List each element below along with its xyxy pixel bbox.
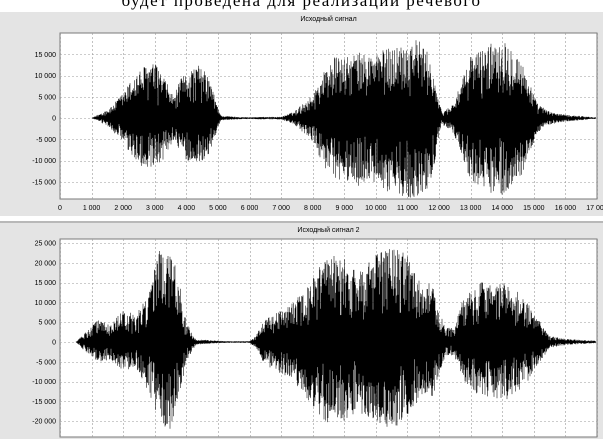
x-tick-label: 6 000 bbox=[241, 205, 259, 212]
x-tick-label: 12 000 bbox=[428, 205, 450, 212]
waveform-series bbox=[91, 40, 596, 198]
x-tick-label: 9 000 bbox=[336, 205, 354, 212]
y-tick-label: 25 000 bbox=[35, 240, 57, 247]
chart-title: Исходный сигнал bbox=[300, 15, 356, 23]
x-tick-label: 7 000 bbox=[272, 205, 290, 212]
x-tick-label: 4 000 bbox=[178, 205, 196, 212]
waveform-chart-2: Исходный сигнал 2 25 000 20 000 15 000 10 00… bbox=[32, 226, 598, 438]
y-tick-label: -20 000 bbox=[32, 419, 56, 426]
y-tick-label: 15 000 bbox=[35, 52, 57, 59]
x-tick-label: 2 000 bbox=[114, 205, 132, 212]
header-text: будет проведена для реализации речевого bbox=[121, 0, 482, 10]
y-tick-label: 5 000 bbox=[38, 320, 56, 327]
y-tick-label: -5 000 bbox=[36, 137, 56, 144]
chart-title: Исходный сигнал 2 bbox=[297, 226, 359, 234]
y-tick-label: -15 000 bbox=[32, 399, 56, 406]
x-tick-label: 17 000 bbox=[586, 205, 603, 212]
x-tick-label: 3 000 bbox=[146, 205, 164, 212]
y-tick-label: 5 000 bbox=[38, 94, 56, 101]
x-tick-label: 14 000 bbox=[492, 205, 514, 212]
waveform-chart-1: Исходный сигнал 15 000 10 000 5 000 0 -5 000 -… bbox=[32, 15, 603, 212]
y-tick-label: -10 000 bbox=[32, 158, 56, 165]
x-tick-label: 5 000 bbox=[209, 205, 227, 212]
y-tick-label: 0 bbox=[52, 116, 56, 123]
x-tick-label: 13 000 bbox=[460, 205, 482, 212]
y-tick-label: 10 000 bbox=[35, 300, 57, 307]
x-tick-label: 16 000 bbox=[555, 205, 577, 212]
x-tick-label: 8 000 bbox=[304, 205, 322, 212]
y-tick-label: 20 000 bbox=[35, 260, 57, 267]
y-tick-label: 0 bbox=[52, 339, 56, 346]
x-tick-label: 11 000 bbox=[397, 205, 418, 212]
y-tick-label: -5 000 bbox=[36, 359, 56, 366]
x-tick-label: 1 000 bbox=[83, 205, 101, 212]
chart-panel-1: Исходный сигнал 15 000 10 000 5 000 0 -5 000 -… bbox=[0, 12, 603, 216]
waveform-series bbox=[75, 249, 596, 429]
y-tick-label: -10 000 bbox=[32, 379, 56, 386]
y-tick-label: -15 000 bbox=[32, 179, 56, 186]
x-tick-label: 10 000 bbox=[365, 205, 387, 212]
y-tick-label: 10 000 bbox=[35, 73, 57, 80]
x-tick-label: 15 000 bbox=[523, 205, 545, 212]
x-tick-label: 0 bbox=[58, 205, 62, 212]
y-tick-label: 15 000 bbox=[35, 280, 57, 287]
chart-panel-2: Исходный сигнал 2 25 000 20 000 15 000 10 00… bbox=[0, 221, 603, 439]
